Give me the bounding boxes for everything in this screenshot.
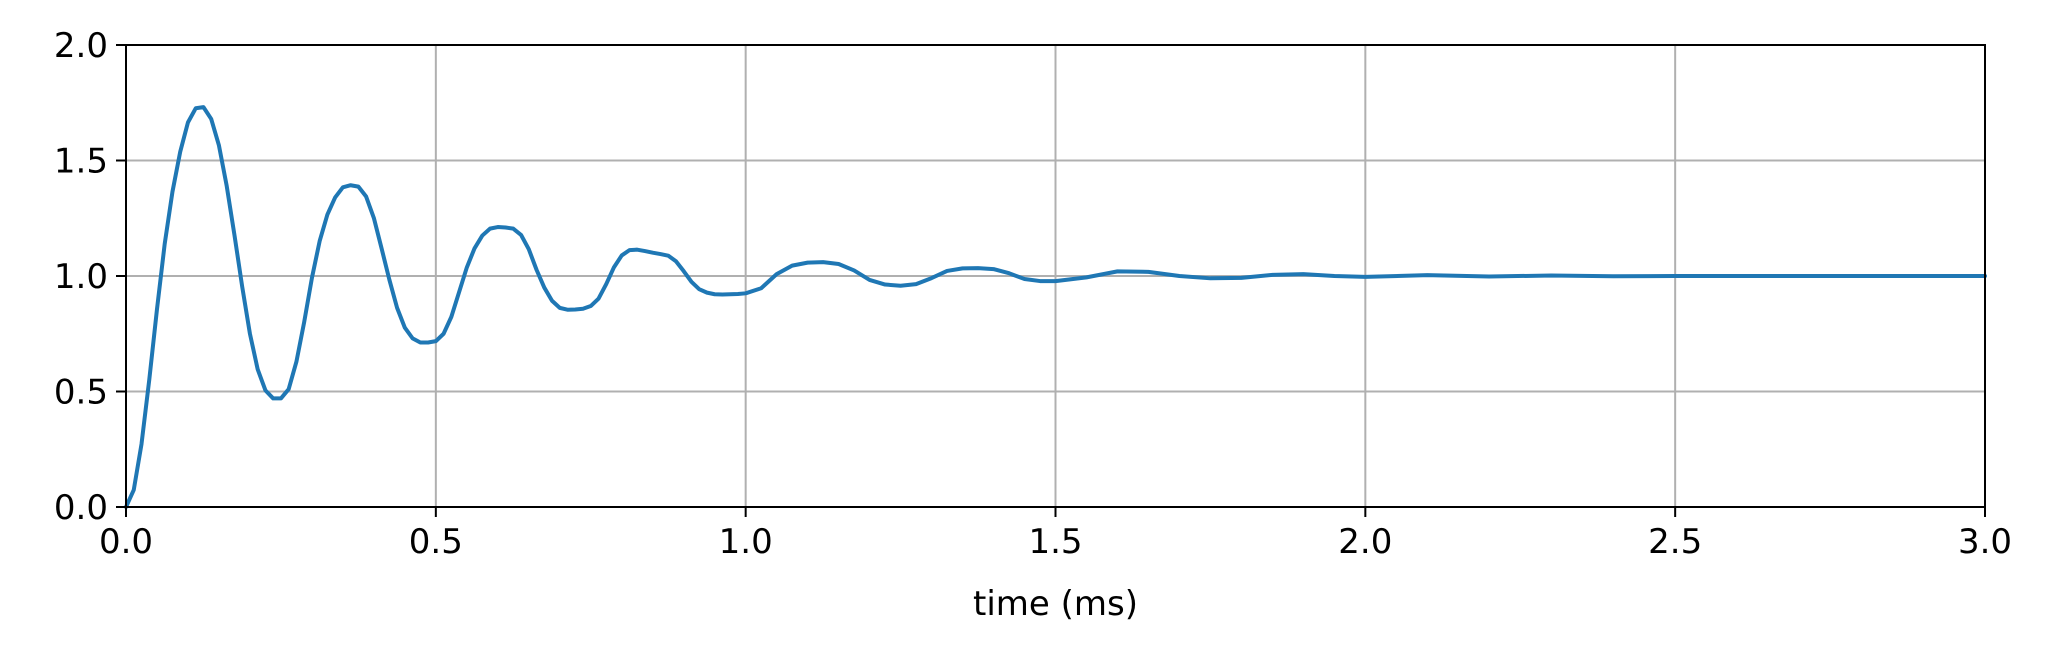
x-tick-label: 0.5: [409, 522, 463, 562]
x-tick-label: 0.0: [99, 522, 153, 562]
x-tick-label: 2.0: [1338, 522, 1392, 562]
x-tick-label: 2.5: [1648, 522, 1702, 562]
y-tick-label: 1.0: [54, 257, 108, 297]
x-axis-label: time (ms): [973, 584, 1138, 624]
y-tick-label: 0.5: [54, 373, 108, 413]
x-tick-label: 1.5: [1028, 522, 1082, 562]
x-tick-label: 3.0: [1958, 522, 2012, 562]
series-layer: [124, 105, 1987, 509]
y-tick-label: 0.0: [54, 488, 108, 528]
y-tick-label: 2.0: [54, 26, 108, 66]
ticks: 0.0 0.5 1.0 1.5 2.0 2.5 3.0 0.0 0.5 1.0 1.5 2.0: [54, 26, 2012, 562]
y-tick-label: 1.5: [54, 142, 108, 182]
series-line: [124, 105, 1987, 509]
x-tick-label: 1.0: [719, 522, 773, 562]
